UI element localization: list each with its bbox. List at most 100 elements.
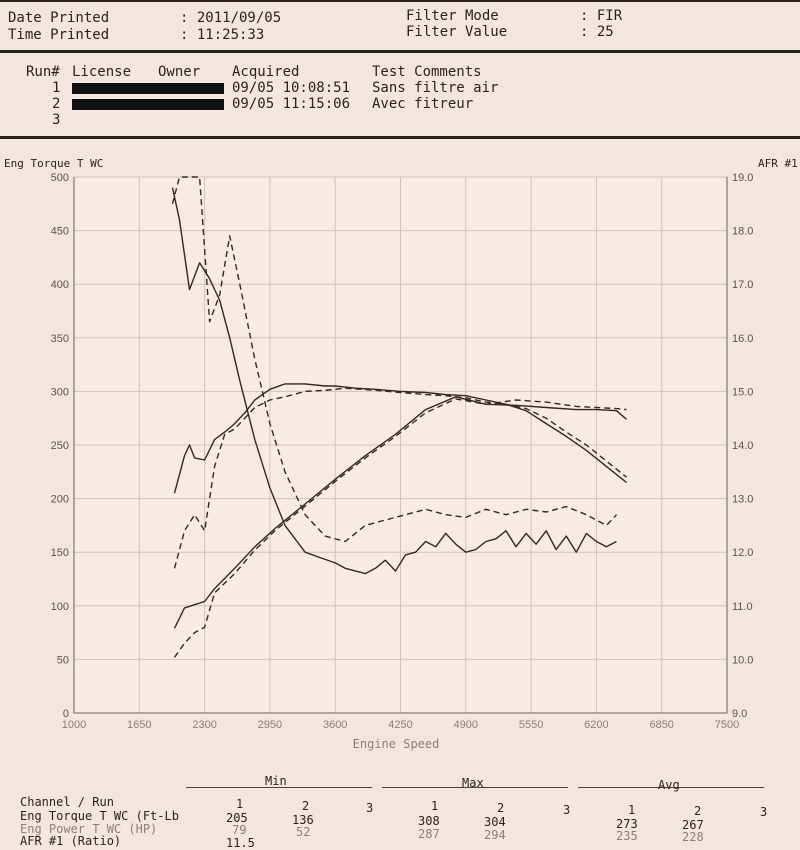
summary-cell: 136 [292, 813, 314, 827]
y-right-tick-label: 14.0 [732, 440, 753, 452]
series-line-eng-power-t-wc-run-2 [173, 398, 627, 658]
summary-run-header: 3 [760, 805, 768, 819]
y-left-tick-label: 500 [51, 172, 69, 184]
x-tick-label: 2300 [192, 719, 216, 731]
summary-cell: 287 [418, 827, 440, 841]
dyno-chart: Eng Torque T WC AFR #1 Engine Speed 1000… [4, 157, 798, 751]
y-left-tick-label: 150 [51, 547, 69, 559]
redaction-bar [72, 83, 224, 94]
summary-cell: 273 [616, 817, 638, 831]
y-left-tick-label: 350 [51, 333, 69, 345]
header-divider [0, 50, 800, 53]
summary-cell: 79 [232, 823, 247, 837]
summary-run-header: 2 [694, 804, 702, 818]
summary-cell: 52 [296, 825, 311, 839]
runs-col-owner: Owner [158, 64, 201, 80]
summary-run-header: 1 [628, 803, 636, 817]
y-left-tick-label: 450 [51, 226, 69, 238]
summary-channel-header: Channel / Run [20, 795, 114, 809]
summary-group-avg: Avg [658, 778, 680, 792]
x-tick-label: 6850 [649, 719, 673, 731]
y-left-tick-label: 0 [63, 708, 69, 720]
y-left-tick-label: 250 [51, 440, 69, 452]
series-line-eng-power-t-wc-run-1 [173, 396, 627, 629]
table-divider [0, 136, 800, 139]
summary-run-header: 3 [366, 801, 374, 815]
summary-row-label: Eng Power T WC (HP) [20, 822, 158, 836]
summary-rule-avg [578, 787, 764, 788]
summary-row-label: Eng Torque T WC (Ft-Lb [20, 809, 179, 823]
summary-row-label: AFR #1 (Ratio) [20, 834, 122, 848]
run-row-1-number: 1 [52, 80, 61, 96]
summary-run-header: 1 [431, 799, 439, 813]
y-right-tick-label: 12.0 [732, 547, 753, 559]
run-row-2-comment: Avec fitreur [372, 96, 474, 112]
x-tick-label: 3600 [323, 719, 347, 731]
summary-run-header: 2 [302, 799, 310, 813]
date-printed-value: : 2011/09/05 [180, 10, 282, 26]
summary-run-header: 2 [497, 801, 505, 815]
summary-cell: 228 [682, 830, 704, 844]
series-line-afr-1-run-1 [171, 187, 617, 575]
y-right-tick-label: 13.0 [732, 494, 753, 506]
redaction-bar [72, 99, 224, 110]
summary-cell: 308 [418, 814, 440, 828]
right-axis-label: AFR #1 [758, 157, 798, 170]
x-tick-label: 6200 [584, 719, 608, 731]
y-right-tick-label: 17.0 [732, 279, 753, 291]
runs-col-comments: Test Comments [372, 64, 482, 80]
run-row-2-acquired: 09/05 11:15:06 [232, 96, 351, 112]
y-right-tick-label: 19.0 [732, 172, 753, 184]
left-axis-label: Eng Torque T WC [4, 157, 103, 170]
series-line-eng-torque-t-wc-run-2 [173, 387, 627, 569]
summary-cell: 304 [484, 815, 506, 829]
run-row-1-acquired: 09/05 10:08:51 [232, 80, 351, 96]
y-left-tick-label: 200 [51, 494, 69, 506]
date-printed-label: Date Printed [8, 10, 110, 26]
summary-cell: 267 [682, 818, 704, 832]
summary-cell: 205 [226, 811, 248, 825]
y-left-tick-label: 300 [51, 386, 69, 398]
summary-group-max: Max [462, 776, 484, 790]
time-printed-label: Time Printed [8, 27, 110, 43]
plot-area: 1000 1650 2300 2950 3600 4250 4900 5550 6200 6850… [51, 172, 754, 731]
filter-value-label: Filter Value [406, 24, 508, 40]
y-right-tick-label: 15.0 [732, 386, 753, 398]
summary-group-min: Min [265, 774, 287, 788]
x-tick-label: 7500 [715, 719, 739, 731]
run-row-1-comment: Sans filtre air [372, 80, 499, 96]
y-right-tick-label: 10.0 [732, 654, 753, 666]
filter-value-value: : 25 [580, 24, 614, 40]
x-tick-label: 5550 [519, 719, 543, 731]
x-tick-label: 1000 [62, 719, 86, 731]
y-right-tick-label: 18.0 [732, 226, 753, 238]
y-right-tick-label: 9.0 [732, 708, 747, 720]
x-tick-label: 4250 [388, 719, 412, 731]
summary-rule-min [186, 787, 372, 788]
runs-col-acquired: Acquired [232, 64, 300, 80]
filter-mode-value: : FIR [580, 8, 623, 24]
y-left-tick-label: 100 [51, 601, 69, 613]
run-row-3-number: 3 [52, 112, 61, 128]
y-left-tick-label: 50 [57, 654, 69, 666]
runs-col-license: License [72, 64, 132, 80]
runs-col-run: Run# [26, 64, 60, 80]
run-row-2-number: 2 [52, 96, 61, 112]
y-right-tick-label: 11.0 [732, 601, 753, 613]
x-axis-label: Engine Speed [353, 737, 440, 751]
series-line-afr-1-run-2 [171, 176, 618, 543]
summary-rule-max [382, 787, 568, 788]
filter-mode-label: Filter Mode [406, 8, 499, 24]
series-line-eng-torque-t-wc-run-1 [173, 383, 627, 494]
summary-cell: 235 [616, 829, 638, 843]
summary-cell: 11.5 [226, 836, 255, 850]
y-left-tick-label: 400 [51, 279, 69, 291]
x-tick-label: 1650 [127, 719, 151, 731]
time-printed-value: : 11:25:33 [180, 27, 265, 43]
y-right-tick-label: 16.0 [732, 333, 753, 345]
summary-run-header: 1 [236, 797, 244, 811]
summary-run-header: 3 [563, 803, 571, 817]
top-rule [0, 0, 800, 2]
x-tick-label: 2950 [258, 719, 282, 731]
x-tick-label: 4900 [454, 719, 478, 731]
